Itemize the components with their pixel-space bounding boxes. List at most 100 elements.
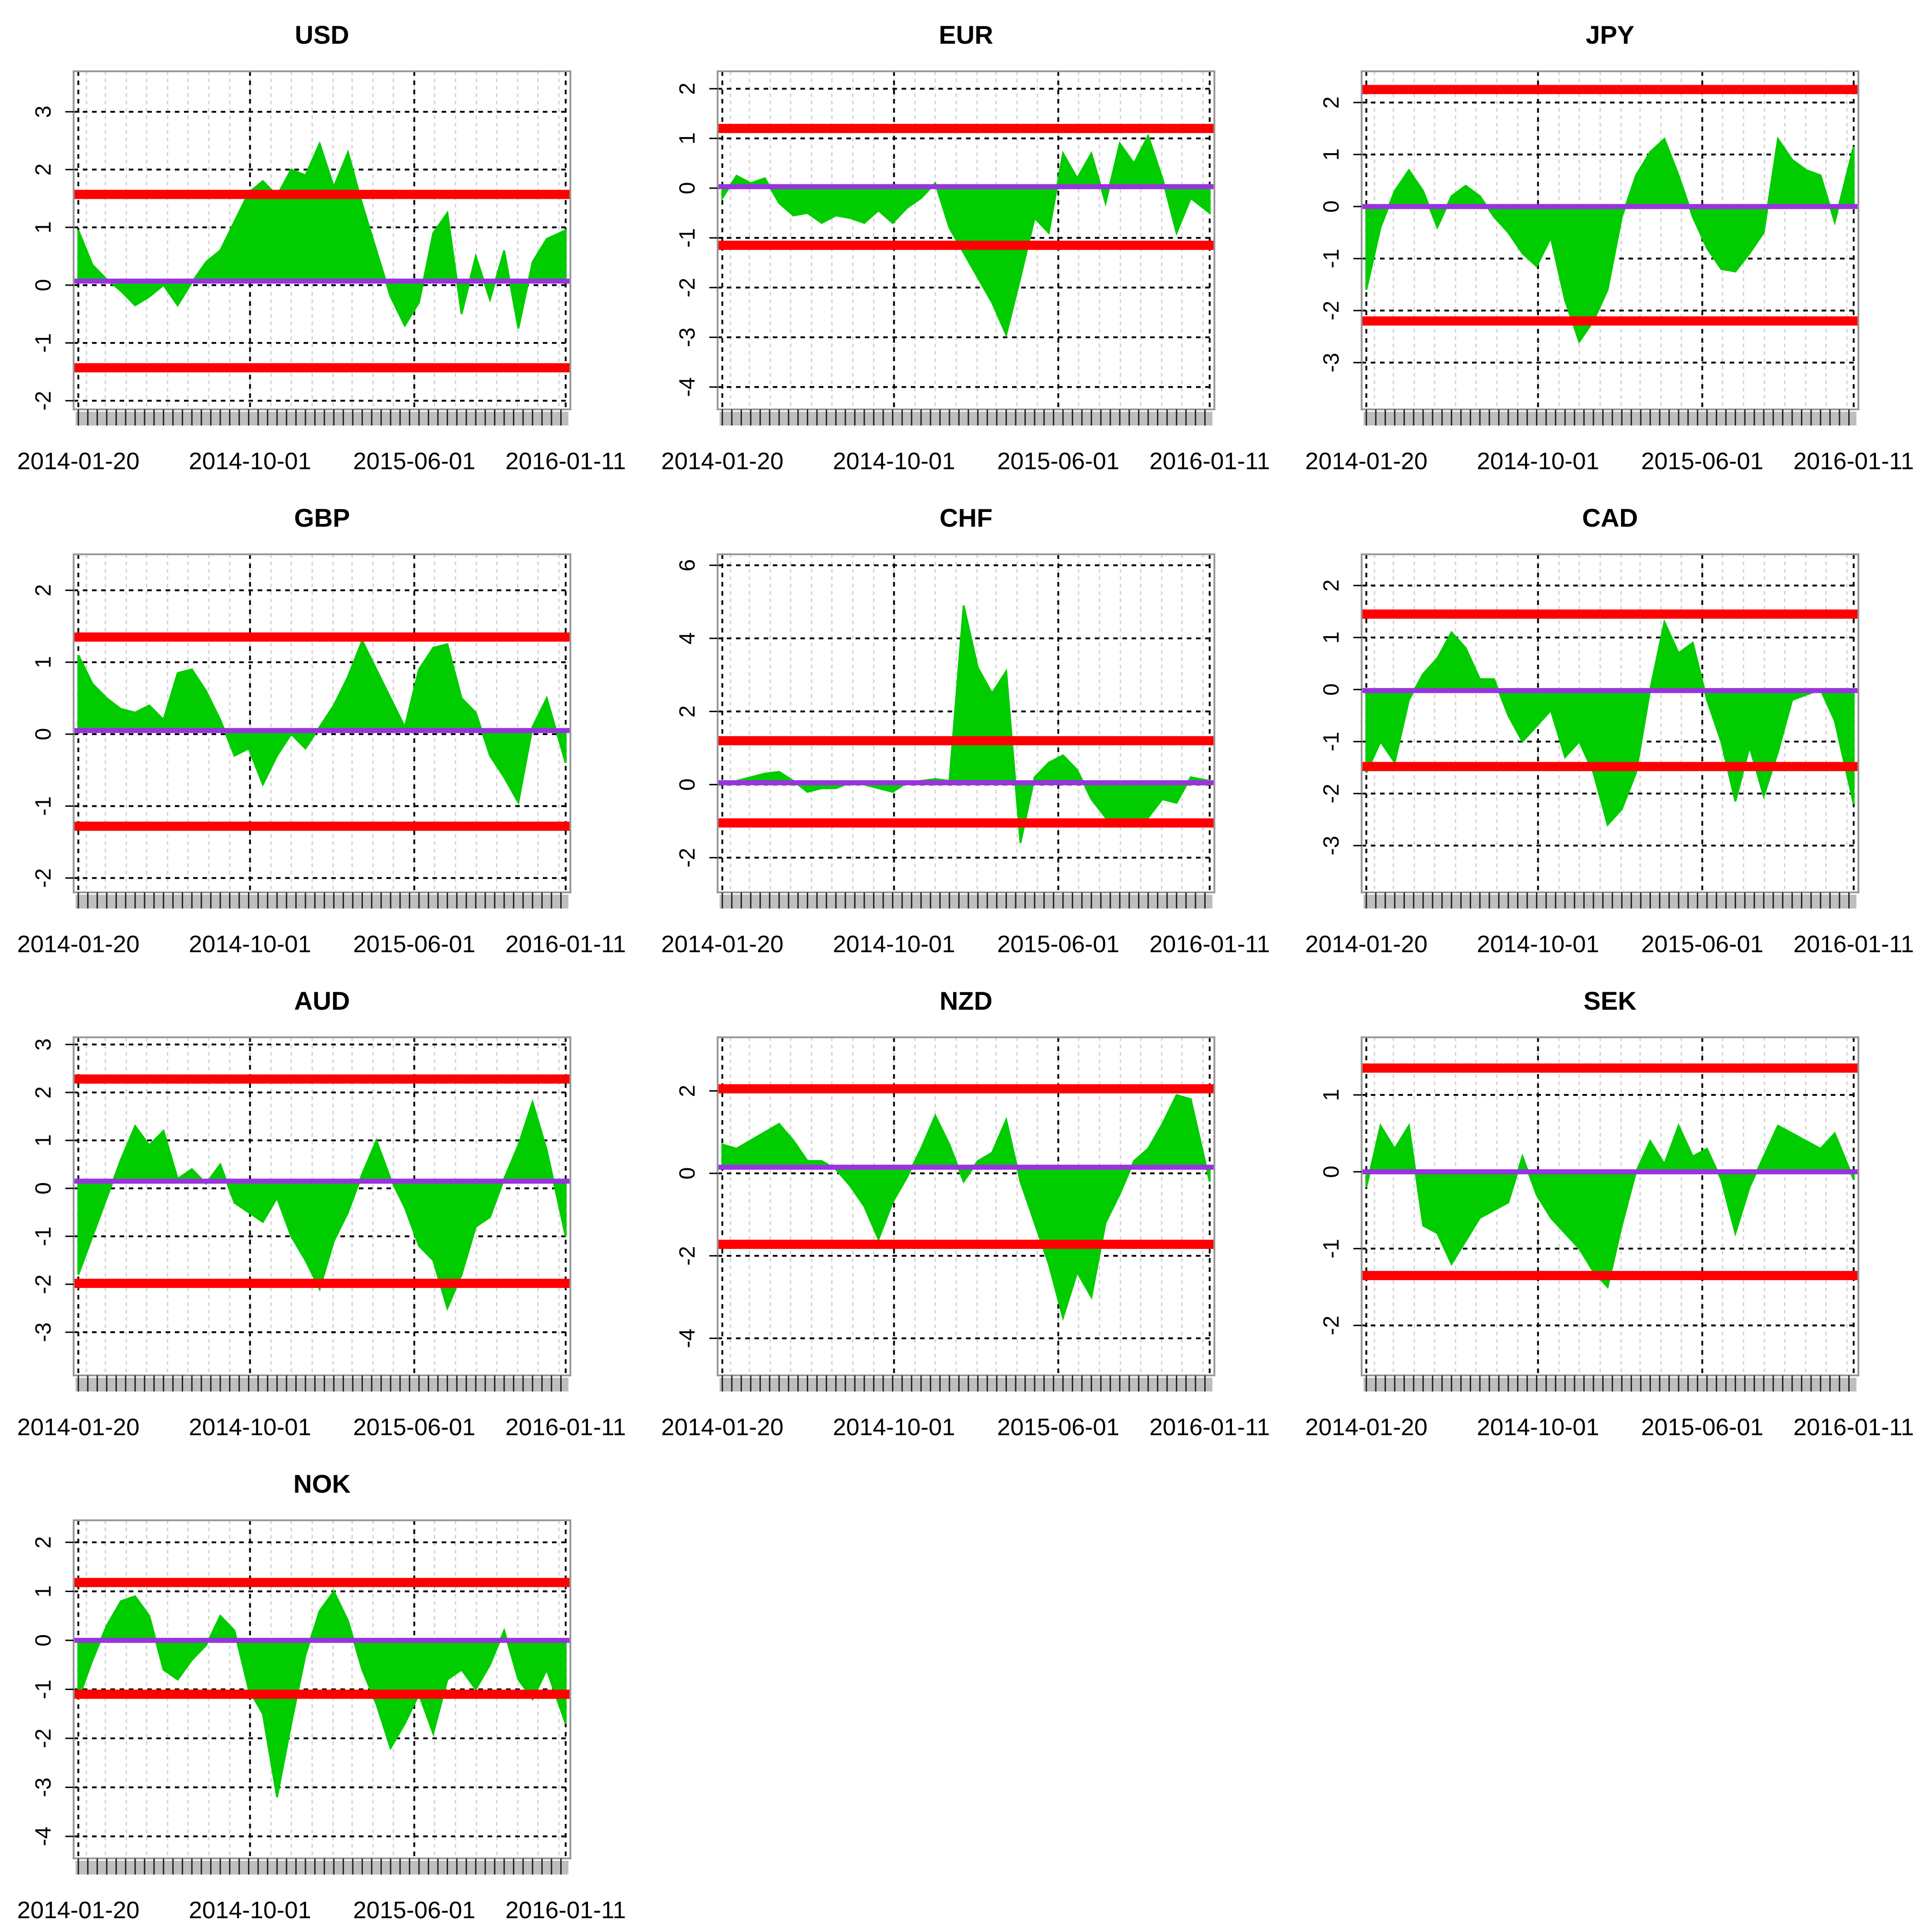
x-tick-label: 2016-01-11: [1150, 931, 1270, 958]
y-tick-label: -2: [675, 278, 700, 298]
x-tick-label: 2015-06-01: [353, 448, 476, 475]
x-tick-label: 2016-01-11: [1150, 1414, 1270, 1441]
x-rug: [1363, 409, 1857, 426]
y-tick-label: -4: [675, 1328, 700, 1348]
x-tick-label: 2014-01-20: [661, 931, 783, 958]
y-tick-label: -2: [31, 1275, 56, 1294]
x-tick-label: 2015-06-01: [997, 1414, 1120, 1441]
y-tick-label: 3: [31, 1038, 56, 1051]
minor-grid: [86, 1037, 560, 1375]
y-tick-label: 2: [31, 584, 56, 597]
y-tick-label: 0: [1319, 1166, 1344, 1178]
rug-band: [719, 895, 1213, 908]
x-rug: [719, 892, 1213, 908]
series-area: [77, 638, 567, 805]
y-tick-label: 4: [675, 632, 700, 644]
y-tick-label: -1: [1319, 1239, 1344, 1259]
panel-chf: -2 0 2 4 6 2014-01-20 2014-10-01 2015-06-01 2016…: [661, 503, 1270, 958]
panel-nok: -4 -3 -2 -1 0 1 2 2014-01-20 2014-10-01 2015-06-0…: [17, 1469, 626, 1924]
x-tick-label: 2014-10-01: [189, 931, 311, 958]
y-tick-label: 2: [675, 1085, 700, 1097]
x-tick-label: 2014-01-20: [1305, 448, 1427, 475]
panel-sek: -2 -1 0 1 2014-01-20 2014-10-01 2015-06-01 2016…: [1305, 986, 1914, 1441]
plot-area: [74, 1520, 570, 1858]
y-tick-label: 1: [1319, 632, 1344, 644]
panel-title: NZD: [939, 986, 992, 1015]
rug-band: [1363, 895, 1857, 908]
panel-title: AUD: [294, 986, 350, 1015]
x-rug: [75, 1375, 569, 1392]
y-tick-label: 2: [31, 163, 56, 176]
y-tick-label: -4: [675, 377, 700, 397]
x-tick-label: 2014-01-20: [17, 1414, 139, 1441]
y-tick-label: -2: [675, 1246, 700, 1266]
plot-frame: [73, 1036, 571, 1376]
panel-aud: -3 -2 -1 0 1 2 3 2014-01-20 2014-10-01 2015-06-01…: [17, 986, 626, 1441]
panel-title: CHF: [939, 503, 992, 532]
plot-frame: [717, 1036, 1215, 1376]
rug-band: [719, 412, 1213, 426]
y-tick-label: -2: [31, 868, 56, 888]
minor-grid: [730, 554, 1204, 892]
panel-title: CAD: [1582, 503, 1638, 532]
y-tick-label: 1: [31, 221, 56, 234]
x-tick-label: 2016-01-11: [1794, 1414, 1914, 1441]
y-tick-label: -1: [1319, 732, 1344, 752]
plot-frame: [73, 70, 571, 410]
minor-grid: [86, 71, 560, 409]
minor-grid: [1374, 554, 1848, 892]
x-tick-label: 2014-01-20: [17, 448, 139, 475]
y-tick-label: -1: [31, 796, 56, 816]
x-tick-label: 2014-10-01: [189, 1414, 311, 1441]
y-tick-label: 1: [31, 1134, 56, 1147]
rug-band: [719, 1378, 1213, 1392]
series-area: [1365, 136, 1855, 344]
series-area: [721, 1094, 1211, 1321]
y-tick-label: -2: [1319, 1316, 1344, 1335]
x-tick-label: 2014-01-20: [1305, 931, 1427, 958]
panel-title: EUR: [939, 20, 993, 49]
rug-band: [1363, 412, 1857, 426]
x-tick-label: 2014-10-01: [1477, 1414, 1599, 1441]
major-grid: [74, 554, 570, 892]
x-tick-label: 2016-01-11: [506, 448, 626, 475]
minor-grid: [730, 1037, 1204, 1375]
x-tick-label: 2014-10-01: [189, 1897, 311, 1924]
x-rug: [719, 1375, 1213, 1392]
y-tick-label: 2: [1319, 579, 1344, 592]
y-tick-label: 2: [31, 1087, 56, 1099]
plot-area: [718, 71, 1214, 409]
x-rug: [75, 1858, 569, 1874]
x-tick-label: 2015-06-01: [997, 448, 1120, 475]
x-rug: [719, 409, 1213, 426]
panel-title: NOK: [293, 1469, 351, 1498]
x-tick-label: 2015-06-01: [1641, 1414, 1764, 1441]
y-tick-label: 0: [31, 728, 56, 741]
x-tick-label: 2014-01-20: [1305, 1414, 1427, 1441]
minor-grid: [86, 1520, 560, 1858]
y-tick-label: 6: [675, 559, 700, 571]
x-tick-label: 2014-10-01: [833, 1414, 955, 1441]
rug-band: [75, 412, 569, 426]
x-tick-label: 2015-06-01: [353, 931, 476, 958]
plot-area: [718, 1037, 1214, 1375]
y-tick-label: 0: [1319, 684, 1344, 696]
y-tick-label: 0: [31, 279, 56, 292]
panel-title: JPY: [1586, 20, 1634, 49]
major-grid: [1362, 71, 1858, 409]
y-tick-label: -1: [31, 1679, 56, 1699]
panel-eur: -4 2 1 0 -1 -2 -3 2014-01-20 2014-10-01 2015-06-0…: [661, 20, 1270, 475]
y-tick-label: -4: [31, 1827, 56, 1846]
series-area: [77, 141, 567, 329]
y-tick-label: -3: [1319, 836, 1344, 856]
x-tick-label: 2015-06-01: [997, 931, 1120, 958]
x-tick-label: 2014-10-01: [189, 448, 311, 475]
plot-frame: [1361, 553, 1859, 893]
x-rug: [75, 409, 569, 426]
y-tick-label: 0: [675, 182, 700, 195]
x-tick-label: 2016-01-11: [506, 1897, 626, 1924]
y-tick-label: 1: [1319, 1089, 1344, 1101]
plot-frame: [73, 553, 571, 893]
